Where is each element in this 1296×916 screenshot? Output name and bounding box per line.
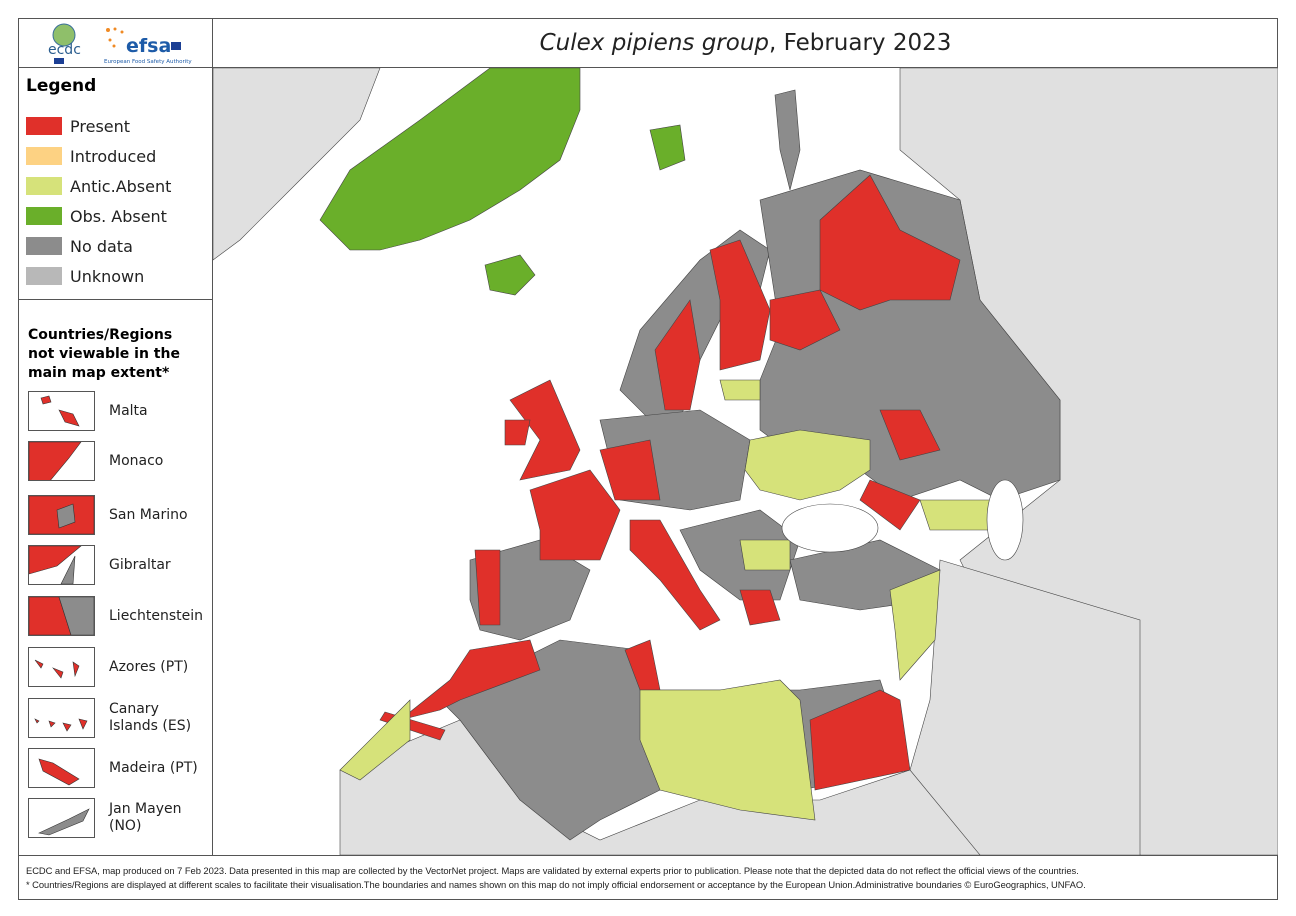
inset-san-marino: San Marino [28, 495, 188, 535]
legend-panel: ecdc efsa European Food Safety Authority… [18, 18, 213, 855]
legend-item-antic-absent: Antic.Absent [26, 176, 171, 196]
inset-map [28, 596, 95, 636]
legend-title: Legend [26, 76, 97, 96]
inset-map [28, 391, 95, 431]
legend-swatch [26, 117, 62, 135]
inset-label: Gibraltar [109, 556, 171, 573]
legend-label: Obs. Absent [70, 206, 167, 226]
inset-liechtenstein: Liechtenstein [28, 596, 203, 636]
legend-item-unknown: Unknown [26, 266, 144, 286]
legend-swatch [26, 177, 62, 195]
caspian-sea [986, 479, 1024, 561]
map-date: , February 2023 [769, 30, 952, 56]
legend-item-introduced: Introduced [26, 146, 156, 166]
legend-item-no-data: No data [26, 236, 133, 256]
legend-swatch [26, 207, 62, 225]
inset-madeira-pt-: Madeira (PT) [28, 748, 198, 788]
inset-map [28, 798, 95, 838]
inset-label: Madeira (PT) [109, 759, 198, 776]
svg-text:efsa: efsa [126, 35, 171, 57]
inset-label: Jan Mayen (NO) [109, 801, 182, 834]
legend-swatch [26, 147, 62, 165]
inset-azores-pt-: Azores (PT) [28, 647, 188, 687]
map-canvas [213, 68, 1278, 855]
inset-label: Canary Islands (ES) [109, 701, 192, 734]
inset-map [28, 698, 95, 738]
inset-map [28, 748, 95, 788]
divider [18, 299, 212, 300]
legend-swatch [26, 237, 62, 255]
legend-label: Unknown [70, 266, 145, 286]
legend-label: Introduced [70, 146, 157, 166]
main-map[interactable] [213, 68, 1278, 855]
svg-text:ecdc: ecdc [48, 42, 81, 58]
inset-label: Liechtenstein [109, 607, 204, 624]
map-title: Culex pipiens group, February 2023 [213, 18, 1278, 68]
insets-title: Countries/Regions not viewable in the ma… [28, 327, 180, 381]
footer-line-2: * Countries/Regions are displayed at dif… [26, 878, 1086, 890]
footer-line-1: ECDC and EFSA, map produced on 7 Feb 202… [26, 865, 1079, 876]
legend-label: No data [70, 236, 133, 256]
legend-label: Antic.Absent [70, 176, 172, 196]
inset-malta: Malta [28, 391, 148, 431]
legend-item-present: Present [26, 116, 130, 136]
species-name: Culex pipiens group [539, 30, 769, 56]
inset-label: Monaco [109, 452, 164, 469]
inset-label: Azores (PT) [109, 658, 189, 675]
legend-label: Present [70, 116, 131, 136]
svg-text:European Food Safety Authority: European Food Safety Authority [104, 59, 192, 65]
black-sea [781, 503, 879, 553]
obs-absent-regions [319, 68, 686, 296]
inset-map [28, 545, 95, 585]
inset-gibraltar: Gibraltar [28, 545, 171, 585]
inset-map [28, 647, 95, 687]
inset-label: Malta [109, 402, 148, 419]
legend-item-obs-absent: Obs. Absent [26, 206, 167, 226]
inset-label: San Marino [109, 506, 188, 523]
inset-monaco: Monaco [28, 441, 163, 481]
inset-map [28, 441, 95, 481]
inset-canary-islands-es-: Canary Islands (ES) [28, 698, 212, 738]
logos: ecdc efsa European Food Safety Authority [18, 18, 212, 68]
legend-swatch [26, 267, 62, 285]
inset-map [28, 495, 95, 535]
antic-absent-regions [339, 379, 991, 821]
present-regions [379, 174, 961, 791]
inset-jan-mayen-no-: Jan Mayen (NO) [28, 798, 212, 838]
footer: ECDC and EFSA, map produced on 7 Feb 202… [18, 855, 1278, 900]
ecdc-efsa-logos: ecdc efsa European Food Safety Authority [48, 23, 192, 65]
